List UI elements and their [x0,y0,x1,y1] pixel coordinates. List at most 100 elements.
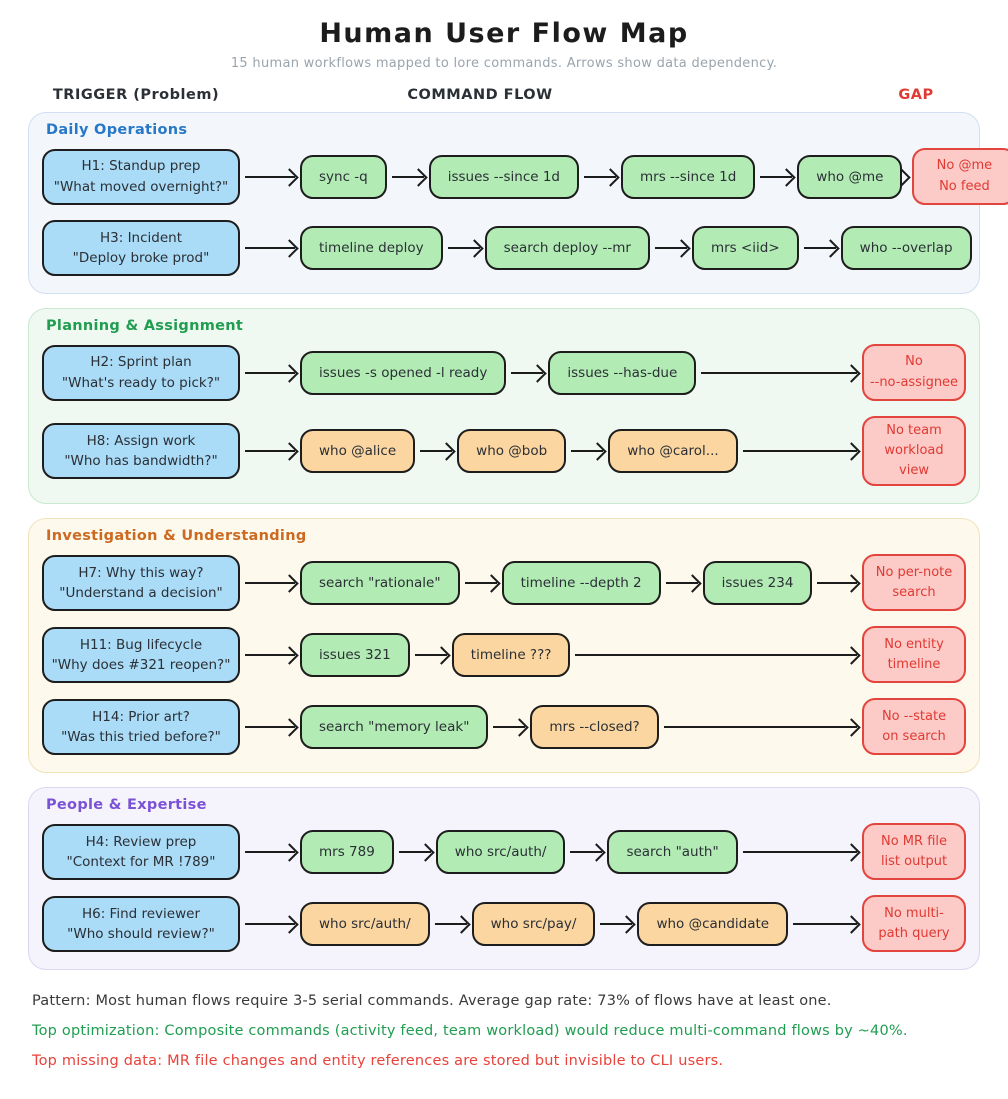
sections-container: Daily Operations H1: Standup prep "What mo… [28,112,1008,971]
gap-line: timeline [887,656,941,672]
gap-line: No team [886,423,942,438]
gap-line: search [892,584,936,600]
arrow-connector [793,922,857,925]
gap-node: No MR file list output [862,823,966,881]
arrow-connector [245,850,295,853]
trigger-title: H3: Incident [99,229,182,246]
column-header-command-flow: COMMAND FLOW [407,87,553,103]
arrow-connector [245,247,295,249]
trigger-quote: "Who should review?" [67,925,215,942]
arrow-connector [434,922,467,925]
command-node: who src/auth/ [300,901,430,946]
gap-line: No @me [936,158,993,174]
arrow-connector [511,371,544,374]
command-node: search "auth" [607,829,738,874]
flow-row: H6: Find reviewer "Who should review?" who… [42,895,966,953]
trigger-quote: "Deploy broke prod" [72,250,210,266]
section-investigation-understanding: Investigation & Understanding H7: Why thi… [28,518,980,774]
command-node: who @carol... [608,429,738,474]
gap-node: No @me No feed [912,148,1008,205]
command-node: who @me [797,154,903,199]
column-headers: TRIGGER (Problem) COMMAND FLOW GAP [28,87,980,103]
gap-line: No --state [881,708,947,724]
command-node: timeline ??? [451,632,571,677]
flow-row: H1: Standup prep "What moved overnight?" s… [42,148,1008,205]
trigger-title: H1: Standup prep [81,158,201,175]
section-label: People & Expertise [46,797,207,814]
trigger-title: H8: Assign work [86,432,196,449]
column-header-trigger: TRIGGER (Problem) [52,87,220,103]
command-node: search "rationale" [300,560,460,605]
command-node: issues 234 [702,560,813,605]
command-node: who src/auth/ [435,829,566,874]
trigger-node: H1: Standup prep "What moved overnight?" [42,148,240,205]
trigger-node: H7: Why this way? "Understand a decision" [42,554,240,611]
trigger-node: H6: Find reviewer "Who should review?" [42,895,240,952]
arrow-connector [245,581,295,584]
arrow-connector [575,653,857,656]
trigger-quote: "What's ready to pick?" [61,374,221,391]
trigger-quote: "Context for MR !789" [66,853,216,870]
gap-line: No per-note [875,564,953,580]
command-node: timeline deploy [300,226,443,270]
command-node: issues --has-due [548,350,697,395]
section-label: Investigation & Understanding [46,528,307,545]
section-label: Planning & Assignment [46,318,244,334]
arrow-connector [817,581,857,584]
command-node: sync -q [300,154,387,199]
arrow-connector [803,247,836,249]
arrow-connector [420,450,453,453]
command-node: issues -s opened -l ready [300,350,507,395]
command-node: issues --since 1d [428,154,579,199]
arrow-connector [584,175,616,178]
arrow-connector [245,175,295,178]
command-node: who @candidate [637,901,789,946]
section-planning-assignment: Planning & Assignment H2: Sprint plan "Wha… [28,308,980,505]
section-daily-operations: Daily Operations H1: Standup prep "What mo… [28,112,1008,294]
flow-row: H7: Why this way? "Understand a decision"… [42,554,966,612]
flow-row: H14: Prior art? "Was this tried before?" s… [42,698,966,756]
command-node: search "memory leak" [300,704,489,749]
gap-line: list output [880,853,948,869]
gap-node: No per-note search [862,554,966,612]
gap-line: No multi- [884,905,944,921]
arrow-connector [665,581,698,584]
command-node: who src/pay/ [471,901,596,946]
section-people-expertise: People & Expertise H4: Review prep "Contex… [28,787,980,971]
section-label: Daily Operations [46,122,188,138]
gap-line: on search [882,728,946,744]
command-node: mrs --since 1d [621,154,756,199]
trigger-quote: "What moved overnight?" [53,178,229,195]
arrow-connector [245,922,295,925]
arrow-connector [701,371,857,374]
arrow-connector [570,850,603,853]
trigger-quote: "Who has bandwidth?" [64,453,218,470]
command-node: search deploy --mr [484,226,650,270]
arrow-connector [391,175,424,178]
trigger-node: H8: Assign work "Who has bandwidth?" [42,423,240,480]
gap-line: No feed [939,178,990,194]
flow-row: H4: Review prep "Context for MR !789" mrs … [42,823,966,881]
gap-line: No [905,354,923,370]
command-node: who @bob [457,429,567,474]
arrow-connector [663,725,857,728]
arrow-connector [245,653,295,656]
footer-line: Pattern: Most human flows require 3-5 se… [32,993,832,1010]
arrow-connector [464,581,497,584]
command-node: mrs --closed? [530,704,659,749]
command-node: mrs 789 [300,829,394,874]
arrow-connector [742,450,857,453]
gap-node: No --no-assignee [862,344,966,401]
flow-row: H3: Incident "Deploy broke prod" timeline … [42,220,972,276]
command-node: who --overlap [840,226,972,270]
command-node: timeline --depth 2 [501,560,661,605]
trigger-node: H4: Review prep "Context for MR !789" [42,823,240,880]
trigger-node: H2: Sprint plan "What's ready to pick?" [42,344,240,401]
command-node: who @alice [300,429,416,474]
trigger-title: H2: Sprint plan [90,354,192,371]
trigger-quote: "Understand a decision" [59,584,223,601]
gap-node: No multi-path query [862,895,966,953]
trigger-node: H3: Incident "Deploy broke prod" [42,220,240,276]
flow-row: H8: Assign work "Who has bandwidth?" who @… [42,416,966,487]
